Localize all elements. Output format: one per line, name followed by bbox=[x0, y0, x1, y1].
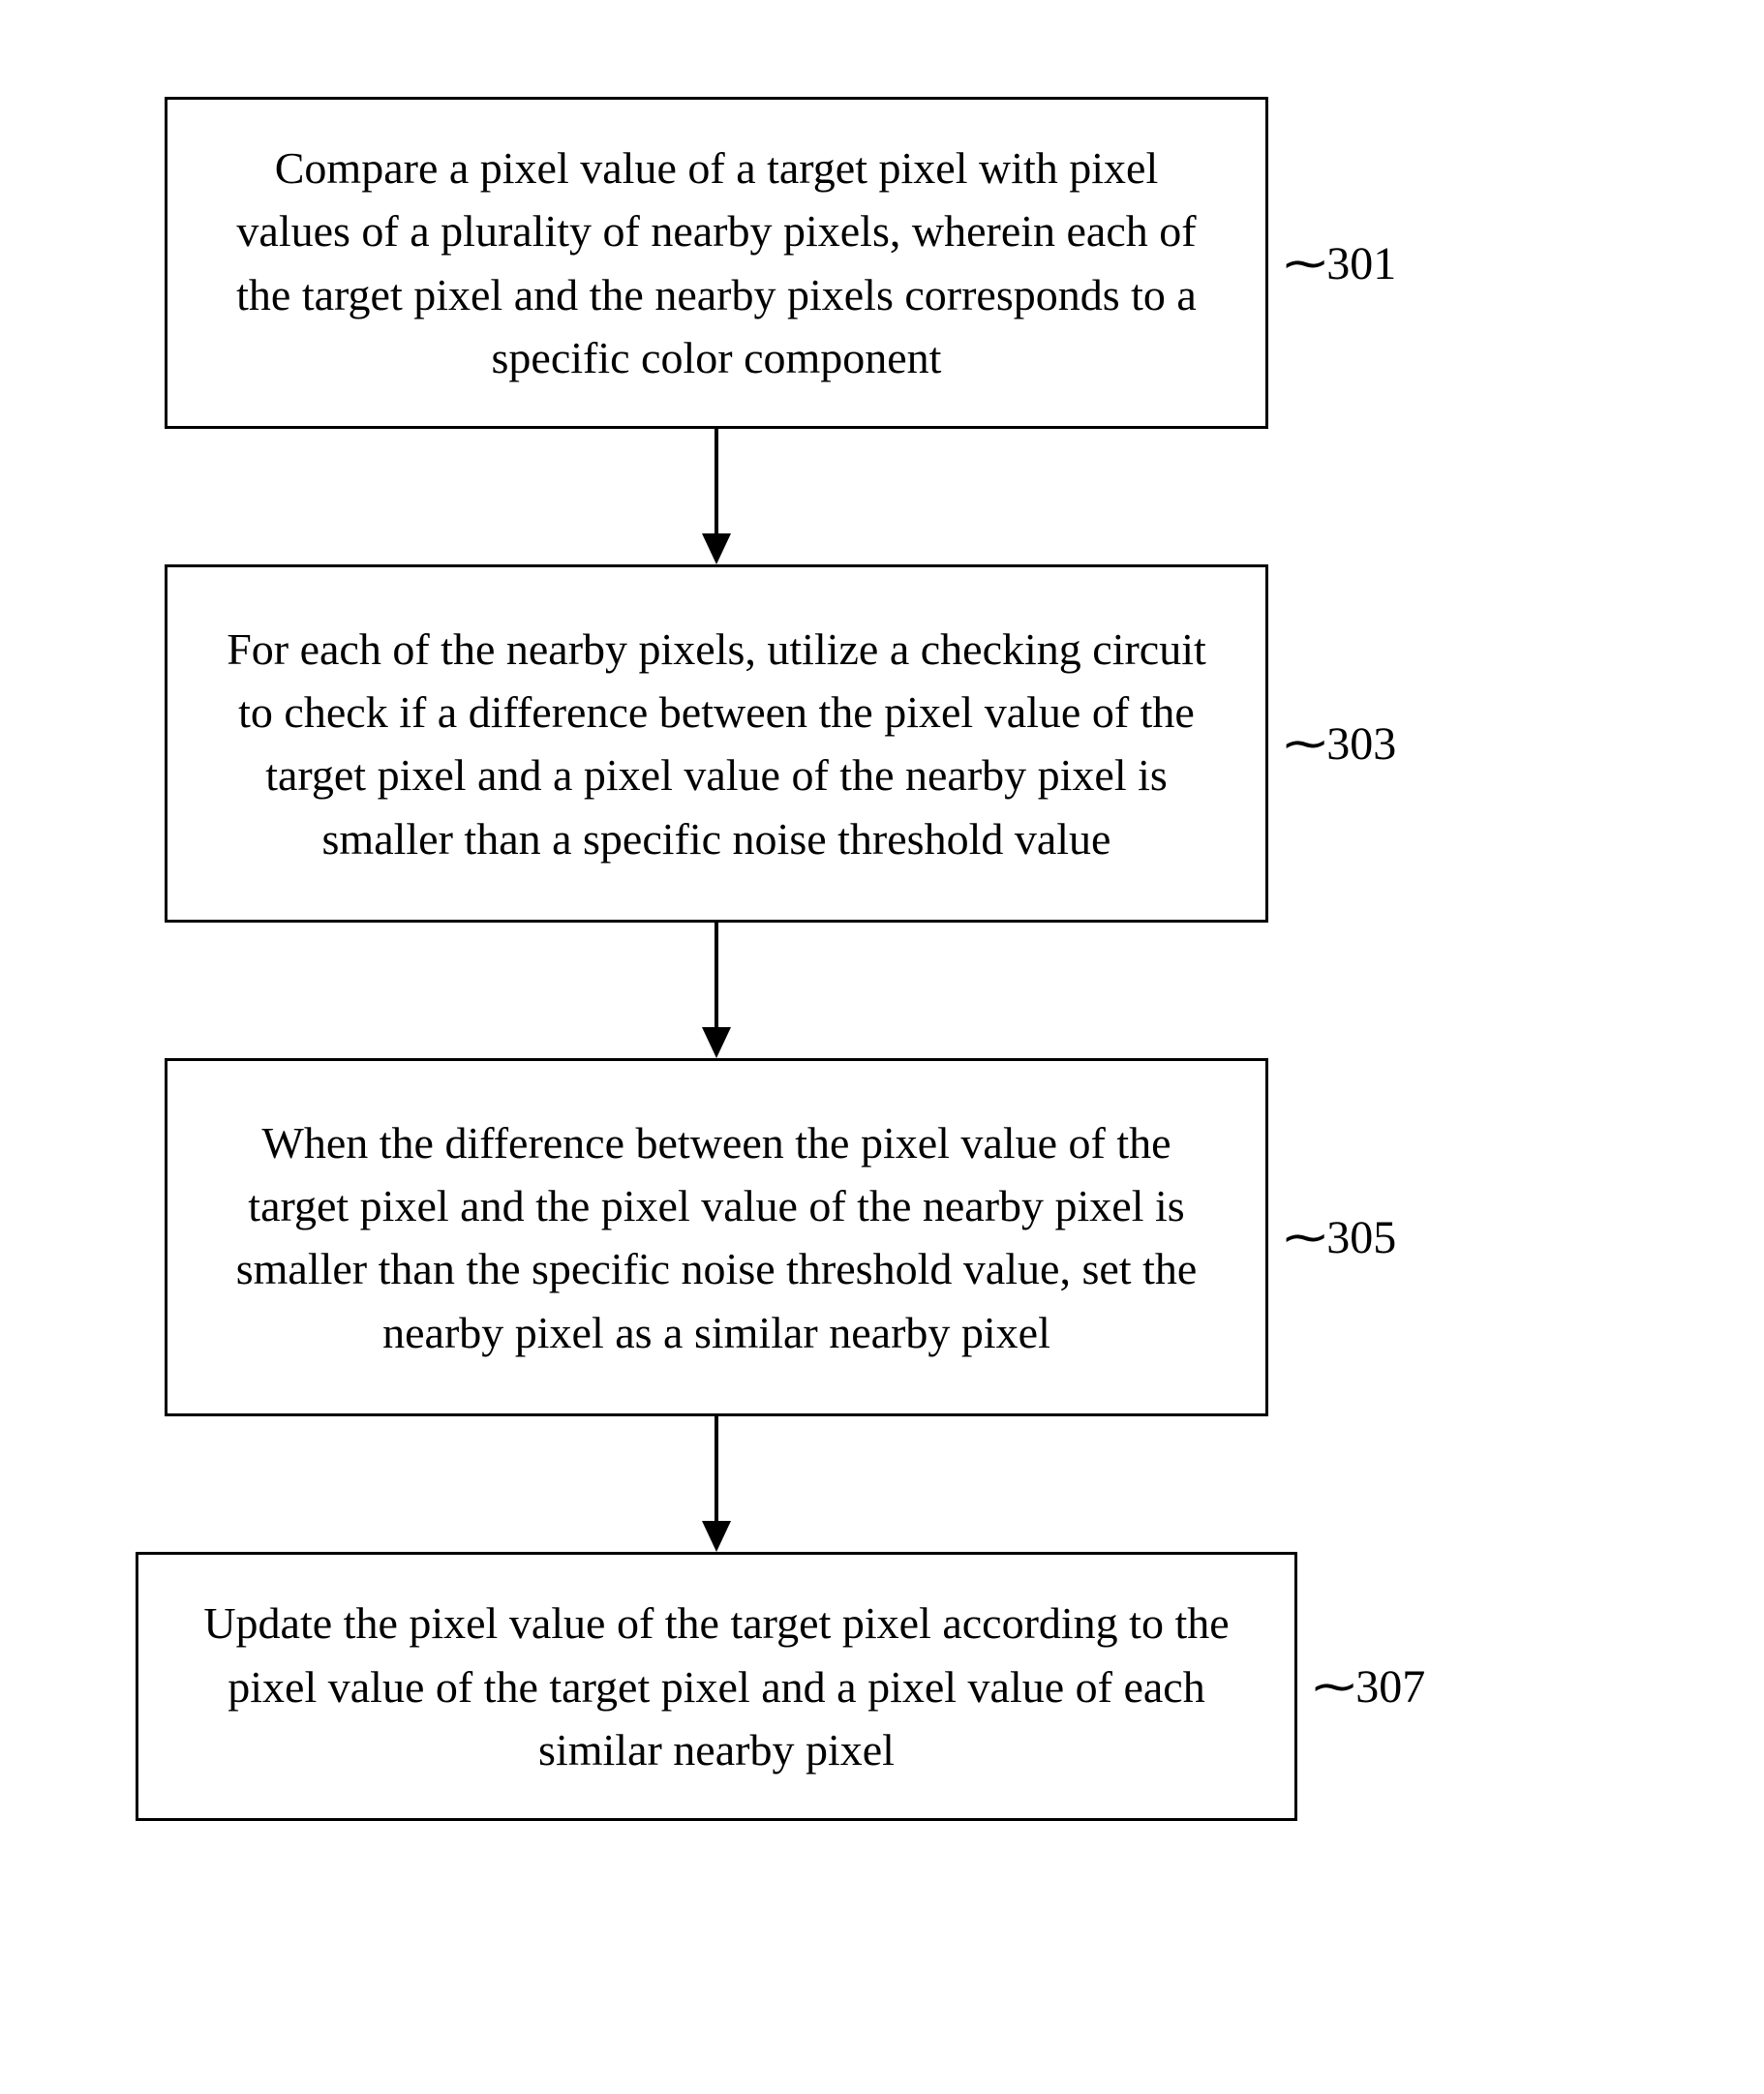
node-305-box: When the difference between the pixel va… bbox=[165, 1058, 1268, 1416]
node-305-text: When the difference between the pixel va… bbox=[214, 1111, 1219, 1364]
node-305-label: ∼305 bbox=[1286, 1210, 1396, 1264]
arrow-svg-2 bbox=[692, 923, 741, 1058]
node-303-wrapper: For each of the nearby pixels, utilize a… bbox=[165, 564, 1636, 923]
node-305-wrapper: When the difference between the pixel va… bbox=[165, 1058, 1636, 1416]
node-301-text: Compare a pixel value of a target pixel … bbox=[214, 137, 1219, 389]
node-303-label: ∼303 bbox=[1286, 716, 1396, 771]
node-303-box: For each of the nearby pixels, utilize a… bbox=[165, 564, 1268, 923]
arrow-svg-3 bbox=[692, 1416, 741, 1552]
node-307-text: Update the pixel value of the target pix… bbox=[185, 1592, 1248, 1781]
node-307-label-text: 307 bbox=[1355, 1661, 1425, 1713]
arrow-305-307 bbox=[165, 1416, 1268, 1552]
node-301-label: ∼301 bbox=[1286, 236, 1396, 290]
node-301-wrapper: Compare a pixel value of a target pixel … bbox=[165, 97, 1636, 429]
node-307-wrapper: Update the pixel value of the target pix… bbox=[136, 1552, 1636, 1821]
node-303-label-text: 303 bbox=[1326, 718, 1396, 770]
node-307-label: ∼307 bbox=[1315, 1659, 1425, 1714]
node-301-box: Compare a pixel value of a target pixel … bbox=[165, 97, 1268, 429]
arrow-303-305 bbox=[165, 923, 1268, 1058]
flowchart-container: Compare a pixel value of a target pixel … bbox=[126, 97, 1636, 1821]
node-305-label-text: 305 bbox=[1326, 1212, 1396, 1263]
node-307-box: Update the pixel value of the target pix… bbox=[136, 1552, 1297, 1821]
arrow-svg-1 bbox=[692, 429, 741, 564]
arrow-301-303 bbox=[165, 429, 1268, 564]
node-303-text: For each of the nearby pixels, utilize a… bbox=[214, 618, 1219, 870]
node-301-label-text: 301 bbox=[1326, 238, 1396, 289]
